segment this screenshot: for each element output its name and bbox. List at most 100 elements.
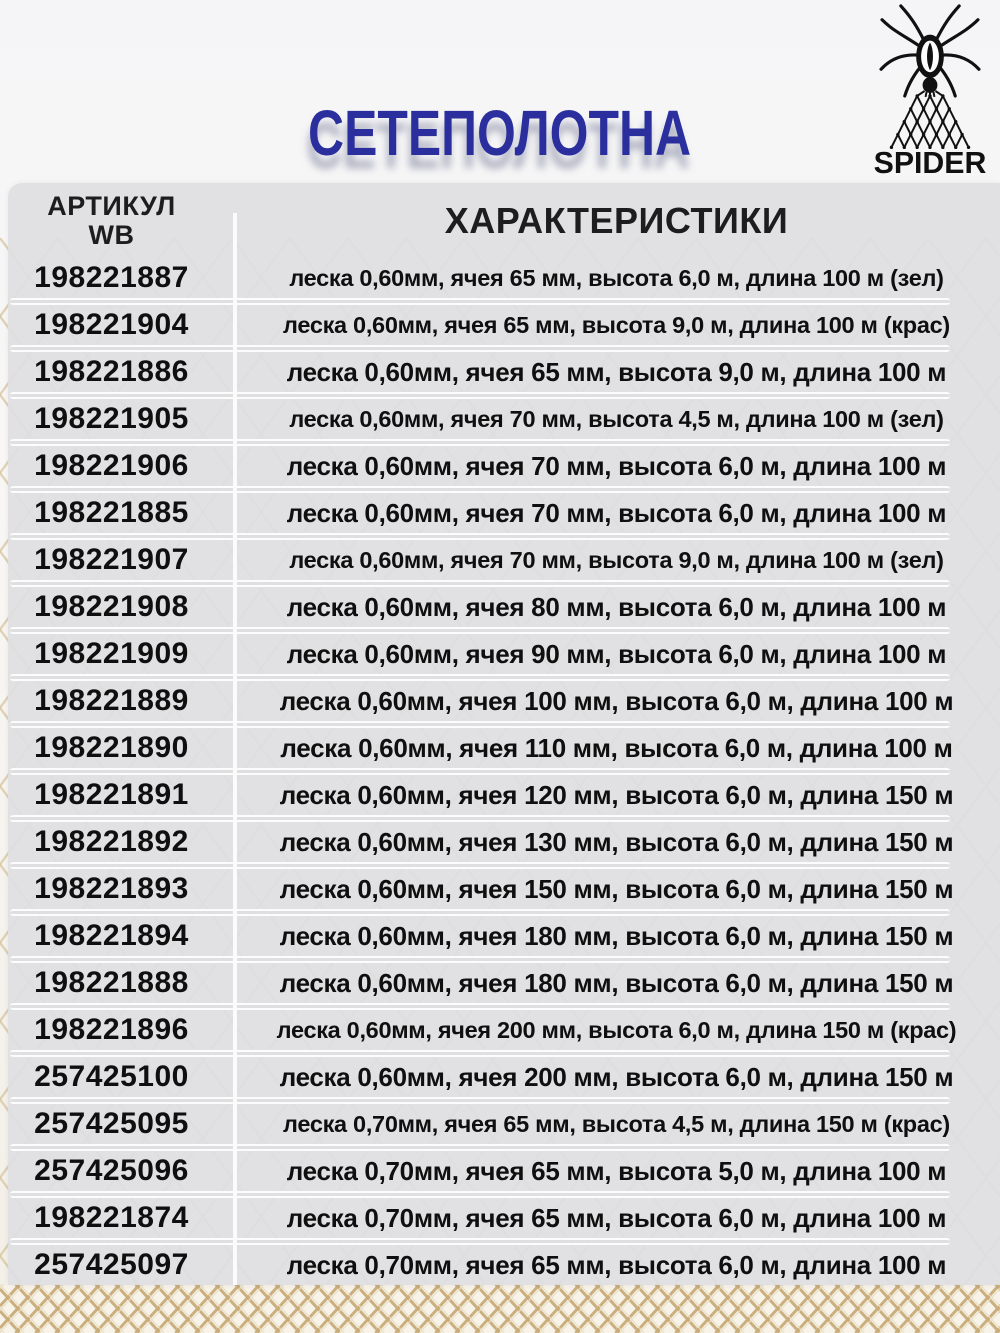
brand-logo: SPIDER (866, 2, 994, 180)
spider-icon: SPIDER (874, 4, 987, 180)
row-separator (10, 1238, 950, 1245)
table-row: 198221887 леска 0,60мм, ячея 65 мм, высот… (8, 258, 1000, 298)
row-separator (10, 768, 950, 775)
table-row: 257425096 леска 0,70мм, ячея 65 мм, высот… (8, 1151, 1000, 1191)
article-header-line1: АРТИКУЛ (47, 190, 176, 221)
specs-cell: леска 0,60мм, ячея 65 мм, высота 9,0 м, … (286, 356, 947, 387)
article-cell: 198221888 (34, 966, 189, 999)
table-row: 198221908 леска 0,60мм, ячея 80 мм, высот… (8, 587, 1000, 627)
row-separator (10, 1191, 950, 1198)
table-row: 198221893 леска 0,60мм, ячея 150 мм, высо… (8, 869, 1000, 909)
specs-cell: леска 0,60мм, ячея 130 мм, высота 6,0 м,… (279, 826, 954, 857)
page-title-wrap: СЕТЕПОЛОТНА (0, 96, 1000, 170)
table-row: 198221906 леска 0,60мм, ячея 70 мм, высот… (8, 446, 1000, 486)
specs-cell: леска 0,60мм, ячея 200 мм, высота 6,0 м,… (279, 1061, 954, 1092)
article-cell: 198221874 (34, 1201, 189, 1234)
row-separator (10, 1050, 950, 1057)
table-row: 198221886 леска 0,60мм, ячея 65 мм, высот… (8, 352, 1000, 392)
table-row: 198221907 леска 0,60мм, ячея 70 мм, высот… (8, 540, 1000, 580)
row-separator (10, 439, 950, 446)
specs-cell: леска 0,70мм, ячея 65 мм, высота 5,0 м, … (286, 1155, 947, 1186)
spider-body (916, 34, 944, 98)
article-cell: 198221887 (34, 261, 189, 294)
specs-cell: леска 0,60мм, ячея 150 мм, высота 6,0 м,… (279, 873, 954, 904)
article-cell: 257425095 (34, 1107, 189, 1140)
table-row: 198221904 леска 0,60мм, ячея 65 мм, высот… (8, 305, 1000, 345)
row-separator (10, 862, 950, 869)
fishing-net-bottom-strip (0, 1284, 1000, 1333)
row-separator (10, 909, 950, 916)
row-separator (10, 533, 950, 540)
specs-cell: леска 0,60мм, ячея 200 мм, высота 6,0 м,… (276, 1016, 957, 1043)
article-cell: 198221907 (34, 543, 189, 576)
article-cell: 198221889 (34, 684, 189, 717)
article-cell: 198221909 (34, 637, 189, 670)
row-separator (10, 298, 950, 305)
table-row: 257425100 леска 0,60мм, ячея 200 мм, высо… (8, 1057, 1000, 1097)
row-separator (10, 721, 950, 728)
table-row: 198221892 леска 0,60мм, ячея 130 мм, высо… (8, 822, 1000, 862)
specs-cell: леска 0,60мм, ячея 70 мм, высота 4,5 м, … (289, 405, 944, 432)
table-row: 198221896 леска 0,60мм, ячея 200 мм, высо… (8, 1010, 1000, 1050)
article-cell: 257425096 (34, 1154, 189, 1187)
specs-cell: леска 0,70мм, ячея 65 мм, высота 6,0 м, … (286, 1249, 947, 1280)
article-cell: 198221906 (34, 449, 189, 482)
table-row: 198221889 леска 0,60мм, ячея 100 мм, высо… (8, 681, 1000, 721)
article-cell: 257425097 (34, 1248, 189, 1281)
row-separator (10, 1003, 950, 1010)
row-separator (10, 1144, 950, 1151)
article-cell: 198221894 (34, 919, 189, 952)
specs-cell: леска 0,60мм, ячея 110 мм, высота 6,0 м,… (280, 732, 953, 763)
specs-cell: леска 0,60мм, ячея 100 мм, высота 6,0 м,… (279, 685, 954, 716)
article-column-header: АРТИКУЛ WB (8, 183, 233, 258)
article-cell: 257425100 (34, 1060, 189, 1093)
row-separator (10, 815, 950, 822)
table-row: 198221894 леска 0,60мм, ячея 180 мм, высо… (8, 916, 1000, 956)
specs-column-header: ХАРАКТЕРИСТИКИ (444, 199, 789, 241)
table-row: 257425095 леска 0,70мм, ячея 65 мм, высот… (8, 1104, 1000, 1144)
row-separator (10, 345, 950, 352)
row-separator (10, 580, 950, 587)
article-cell: 198221886 (34, 355, 189, 388)
table-row: 198221874 леска 0,70мм, ячея 65 мм, высот… (8, 1198, 1000, 1238)
page-title: СЕТЕПОЛОТНА (308, 97, 692, 169)
table-row: 198221885 леска 0,60мм, ячея 70 мм, высот… (8, 493, 1000, 533)
article-cell: 198221892 (34, 825, 189, 858)
table-row: 198221909 леска 0,60мм, ячея 90 мм, высот… (8, 634, 1000, 674)
table-row: 198221891 леска 0,60мм, ячея 120 мм, высо… (8, 775, 1000, 815)
specs-cell: леска 0,60мм, ячея 70 мм, высота 6,0 м, … (286, 450, 947, 481)
specs-cell: леска 0,60мм, ячея 180 мм, высота 6,0 м,… (279, 920, 954, 951)
specs-table: АРТИКУЛ WB ХАРАКТЕРИСТИКИ 198221887 леска… (8, 183, 1000, 1285)
column-divider (233, 213, 237, 1285)
table-row: 198221905 леска 0,60мм, ячея 70 мм, высот… (8, 399, 1000, 439)
article-cell: 198221891 (34, 778, 189, 811)
specs-cell: леска 0,60мм, ячея 80 мм, высота 6,0 м, … (286, 591, 947, 622)
specs-cell: леска 0,60мм, ячея 70 мм, высота 6,0 м, … (286, 497, 947, 528)
article-cell: 198221885 (34, 496, 189, 529)
specs-cell: леска 0,60мм, ячея 65 мм, высота 6,0 м, … (289, 264, 944, 291)
table-body: 198221887 леска 0,60мм, ячея 65 мм, высот… (8, 258, 1000, 1285)
specs-cell: леска 0,60мм, ячея 70 мм, высота 9,0 м, … (289, 546, 944, 573)
table-header-row: АРТИКУЛ WB ХАРАКТЕРИСТИКИ (8, 183, 1000, 258)
article-cell: 198221904 (34, 308, 189, 341)
article-cell: 198221893 (34, 872, 189, 905)
specs-cell: леска 0,60мм, ячея 120 мм, высота 6,0 м,… (279, 779, 954, 810)
table-row: 257425097 леска 0,70мм, ячея 65 мм, высот… (8, 1245, 1000, 1285)
table-row: 198221888 леска 0,60мм, ячея 180 мм, высо… (8, 963, 1000, 1003)
specs-cell: леска 0,70мм, ячея 65 мм, высота 6,0 м, … (286, 1202, 947, 1233)
specs-cell: леска 0,60мм, ячея 65 мм, высота 9,0 м, … (283, 311, 950, 338)
row-separator (10, 392, 950, 399)
specs-cell: леска 0,60мм, ячея 180 мм, высота 6,0 м,… (279, 967, 954, 998)
row-separator (10, 627, 950, 634)
brand-name: SPIDER (874, 146, 987, 180)
article-cell: 198221908 (34, 590, 189, 623)
row-separator (10, 1097, 950, 1104)
specs-cell: леска 0,70мм, ячея 65 мм, высота 4,5 м, … (283, 1110, 950, 1137)
row-separator (10, 956, 950, 963)
table-row: 198221890 леска 0,60мм, ячея 110 мм, высо… (8, 728, 1000, 768)
row-separator (10, 674, 950, 681)
article-header-line2: WB (88, 219, 135, 250)
article-cell: 198221890 (34, 731, 189, 764)
row-separator (10, 486, 950, 493)
